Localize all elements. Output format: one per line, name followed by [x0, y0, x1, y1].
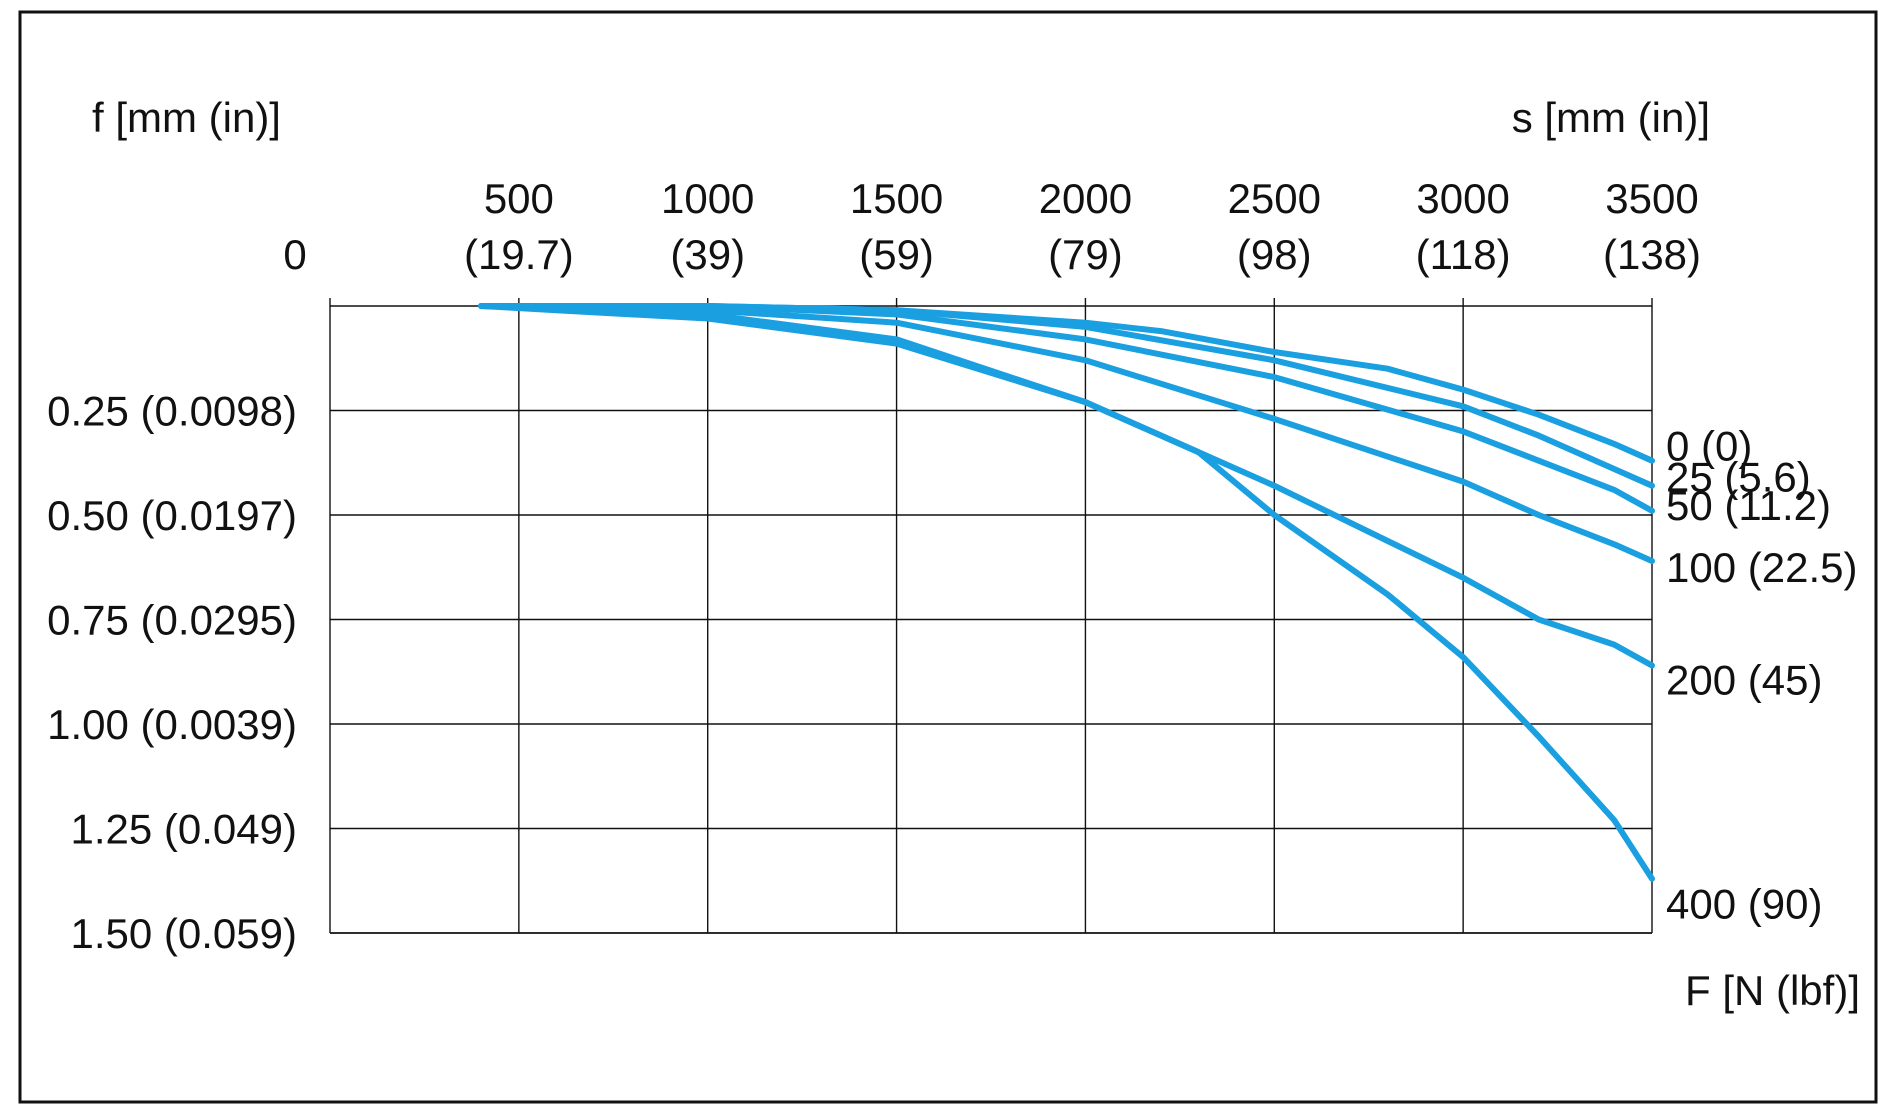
- x-tick-label-zero: 0: [283, 231, 306, 278]
- series-end-label: 25 (5.6): [1666, 454, 1811, 501]
- y-tick-label: 0.25 (0.0098): [47, 388, 297, 435]
- y-tick-label: 1.50 (0.059): [71, 910, 298, 957]
- series-line: [478, 303, 1655, 564]
- x-tick-label: 3000: [1416, 175, 1509, 222]
- x-tick-sublabel: (138): [1603, 231, 1701, 278]
- series-end-label: 200 (45): [1666, 656, 1822, 703]
- figure-frame: [18, 10, 1878, 1104]
- series-end-label: 0 (0): [1666, 423, 1752, 470]
- series-line: [478, 303, 1655, 669]
- grid: [329, 298, 1653, 934]
- y-tick-label: 1.25 (0.049): [71, 806, 298, 853]
- x-tick-label: 1000: [661, 175, 754, 222]
- y-axis-title: f [mm (in)]: [92, 94, 281, 141]
- y-tick-label: 1.00 (0.0039): [47, 701, 297, 748]
- x-tick-label: 500: [484, 175, 554, 222]
- y-tick-label: 0.75 (0.0295): [47, 597, 297, 644]
- labels: f [mm (in)] s [mm (in)] F [N (lbf)] 0 500…: [47, 94, 1860, 1014]
- x-tick-sublabel: (39): [670, 231, 745, 278]
- x-tick-label: 2000: [1039, 175, 1132, 222]
- x-tick-label: 1500: [850, 175, 943, 222]
- x-tick-sublabel: (59): [859, 231, 934, 278]
- x-axis-title: s [mm (in)]: [1512, 94, 1710, 141]
- x-tick-label: 2500: [1228, 175, 1321, 222]
- x-tick-sublabel: (118): [1416, 231, 1511, 278]
- series-line: [478, 303, 1655, 882]
- x-tick-sublabel: (19.7): [464, 231, 574, 278]
- x-tick-sublabel: (98): [1237, 231, 1312, 278]
- series-line: [478, 303, 1655, 514]
- x-tick-label: 3500: [1605, 175, 1698, 222]
- series-lines: [478, 303, 1655, 882]
- series-end-label: 400 (90): [1666, 881, 1822, 928]
- legend-title: F [N (lbf)]: [1685, 967, 1860, 1014]
- x-tick-sublabel: (79): [1048, 231, 1123, 278]
- series-end-label: 100 (22.5): [1666, 544, 1857, 591]
- y-tick-label: 0.50 (0.0197): [47, 492, 297, 539]
- series-end-label: 50 (11.2): [1666, 482, 1831, 529]
